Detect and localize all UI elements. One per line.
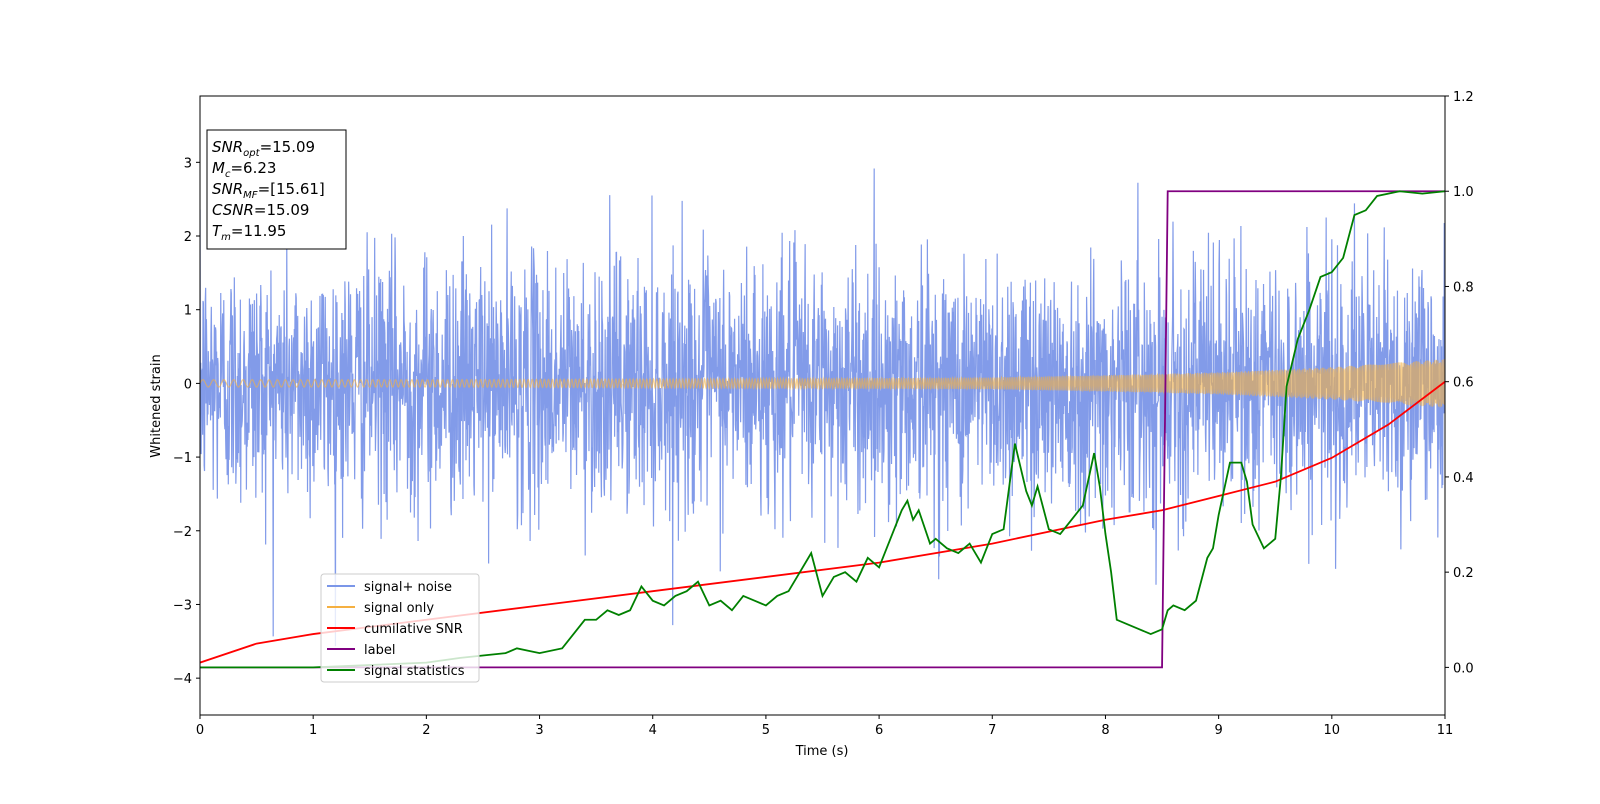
- y-left-tick-label: 3: [184, 156, 192, 171]
- series-signal-statistics-line: [200, 190, 1445, 669]
- y-axis-label: Whitened strain: [149, 354, 164, 457]
- info-box-line: SNRMF=[15.61]: [212, 180, 325, 201]
- legend-label: signal only: [364, 601, 434, 616]
- axes-layer: 0 1 2 3 4 5 6 7 8 9 10 11 −4 −3 −2 −1 0 1 2 3 0.0 0.2 0.4 0.6 0.…: [173, 90, 1474, 738]
- legend-label: signal+ noise: [364, 580, 452, 595]
- x-tick-label: 0: [196, 723, 204, 738]
- y-right-tick-label: 0.0: [1453, 661, 1474, 676]
- series-signal-noise-line: [200, 168, 1445, 647]
- y-left-tick-label: −3: [173, 598, 192, 613]
- info-box-frame: [206, 129, 347, 250]
- x-tick-label: 3: [535, 723, 543, 738]
- y-left-tick-label: 1: [184, 304, 192, 319]
- x-tick-label: 7: [988, 723, 996, 738]
- x-tick-label: 2: [422, 723, 430, 738]
- x-tick-label: 9: [1214, 723, 1222, 738]
- x-tick-label: 4: [649, 723, 657, 738]
- info-box: SNRopt=15.09Mc=6.23SNRMF=[15.61]CSNR=15.…: [206, 129, 347, 250]
- y-right-tick-label: 0.6: [1453, 376, 1474, 391]
- info-box-line: CSNR=15.09: [212, 201, 309, 219]
- y-left-tick-label: −2: [173, 525, 192, 540]
- legend-label: label: [364, 643, 395, 658]
- y-left-tick-label: 2: [184, 230, 192, 245]
- y-right-tick-label: 1.0: [1453, 185, 1474, 200]
- y-right-tick-label: 1.2: [1453, 90, 1474, 105]
- x-tick-label: 10: [1324, 723, 1341, 738]
- legend-label: cumilative SNR: [364, 622, 463, 637]
- series-signal-only-line: [200, 359, 1445, 408]
- x-tick-label: 6: [875, 723, 883, 738]
- x-tick-label: 5: [762, 723, 770, 738]
- info-box-line: Mc=6.23: [212, 159, 276, 180]
- y-left-tick-label: 0: [184, 377, 192, 392]
- legend-label: signal statistics: [364, 664, 465, 679]
- legend: signal+ noise signal only cumilative SNR la…: [320, 573, 480, 683]
- y-left-tick-label: −4: [173, 672, 192, 687]
- y-right-tick-label: 0.8: [1453, 280, 1474, 295]
- x-tick-label: 8: [1101, 723, 1109, 738]
- plot-frame: [199, 95, 1446, 716]
- info-box-line: SNRopt=15.09: [212, 138, 315, 159]
- x-axis-label: Time (s): [795, 744, 849, 759]
- y-right-tick-label: 0.2: [1453, 566, 1474, 581]
- series-label-line: [200, 190, 1445, 669]
- y-left-tick-label: −1: [173, 451, 192, 466]
- y-right-tick-label: 0.4: [1453, 471, 1474, 486]
- x-tick-label: 11: [1437, 723, 1454, 738]
- x-tick-label: 1: [309, 723, 317, 738]
- legend-frame: [320, 573, 480, 683]
- info-box-line: Tm=11.95: [212, 222, 286, 243]
